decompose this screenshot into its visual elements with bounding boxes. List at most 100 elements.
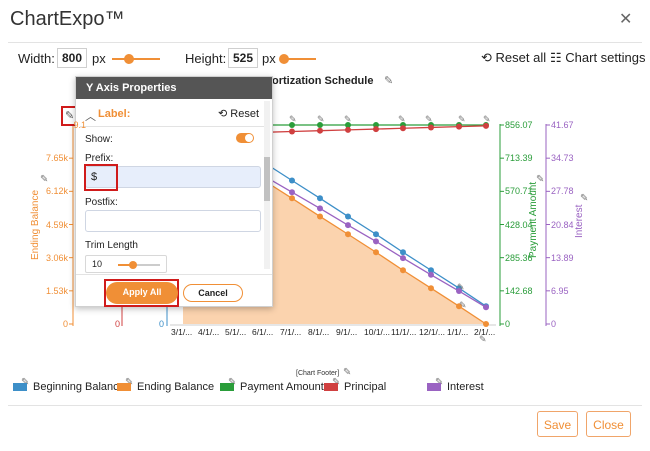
beginning-balance-point — [428, 267, 434, 274]
prefix-input-highlight[interactable]: $ — [84, 164, 118, 191]
trim-length-label: Trim Length — [85, 240, 138, 251]
edit-series-icon[interactable]: ✎ — [317, 114, 325, 124]
ending-balance-point — [373, 249, 379, 256]
edit-series-icon[interactable]: ✎ — [458, 114, 466, 124]
panel-reset-button[interactable]: ⟲ Reset — [218, 107, 259, 120]
interest-axis-tick: 34.73 — [551, 153, 574, 164]
chart-title: ortization Schedule — [272, 75, 374, 87]
x-axis-tick: 8/1/... — [308, 327, 330, 337]
left-axis-tick: 0 — [62, 319, 68, 329]
chart-settings-button[interactable]: ☷ Chart settings — [550, 50, 645, 66]
edit-series-icon[interactable]: ✎ — [398, 114, 406, 124]
height-slider[interactable] — [280, 58, 316, 60]
chart-footer[interactable]: [Chart Footer] — [296, 370, 340, 377]
prefix-value: $ — [91, 171, 98, 183]
label-section-title[interactable]: Label: — [98, 108, 131, 120]
width-slider-knob[interactable] — [123, 54, 134, 64]
payment-amount-point — [289, 122, 295, 128]
trim-slider-knob[interactable] — [129, 261, 137, 269]
height-label: Height: — [185, 51, 227, 66]
save-button[interactable]: Save — [537, 411, 578, 437]
payment-axis-tick: 428.04 — [505, 219, 533, 230]
payment-axis-tick: 713.39 — [505, 153, 533, 164]
divider — [8, 42, 642, 43]
interest-axis-tick: 20.84 — [551, 219, 574, 230]
edit-series-icon[interactable]: ✎ — [289, 114, 297, 124]
toggle-knob — [245, 134, 253, 142]
principal-point — [317, 127, 323, 134]
edit-legend-icon[interactable]: ✎ — [332, 377, 340, 388]
scrollbar-thumb[interactable] — [264, 157, 270, 201]
trim-length-control[interactable]: 10 — [85, 255, 167, 273]
close-icon[interactable]: ✕ — [619, 11, 633, 28]
edit-legend-icon[interactable]: ✎ — [228, 377, 236, 388]
legend-label: Payment Amount — [240, 381, 324, 393]
reset-all-button[interactable]: ⟲ Reset all — [481, 50, 546, 66]
pencil-icon: ✎ — [65, 110, 75, 122]
edit-footer-icon[interactable]: ✎ — [343, 367, 352, 378]
trim-slider-track[interactable] — [118, 264, 160, 266]
width-label: Width: — [18, 51, 55, 66]
legend-swatch — [220, 383, 234, 391]
edit-payment-axis-title-icon[interactable]: ✎ — [536, 174, 545, 185]
left-axis-tick: 3.06k — [45, 252, 68, 263]
chevron-up-icon[interactable]: ︿ — [85, 111, 96, 123]
height-slider-knob[interactable] — [279, 54, 290, 64]
edit-series-icon[interactable]: ✎ — [344, 114, 352, 124]
divider — [8, 405, 642, 406]
edit-series-icon[interactable]: ✎ — [459, 300, 467, 310]
app-title: ChartExpo™ — [10, 8, 125, 30]
principal-point — [400, 125, 406, 132]
postfix-label: Postfix: — [85, 197, 118, 208]
edit-series-icon[interactable]: ✎ — [425, 114, 433, 124]
trim-length-value: 10 — [92, 259, 103, 269]
payment-amount-point — [317, 122, 323, 128]
interest-axis-tick: 27.78 — [551, 186, 574, 197]
x-axis-tick: 4/1/... — [198, 327, 220, 337]
principal-point — [345, 126, 351, 133]
edit-series-icon[interactable]: ✎ — [483, 114, 491, 124]
edit-legend-icon[interactable]: ✎ — [125, 377, 133, 388]
beginning-balance-point — [373, 231, 379, 238]
edit-series-icon[interactable]: ✎ — [457, 282, 465, 292]
left-axis-tick: 4.59k — [45, 219, 68, 230]
ending-balance-point — [317, 213, 323, 220]
legend-swatch — [324, 383, 338, 391]
panel-scrollbar[interactable] — [264, 101, 270, 269]
interest-point — [345, 222, 351, 229]
width-slider[interactable] — [112, 58, 160, 60]
edit-legend-icon[interactable]: ✎ — [21, 377, 29, 388]
edit-series-icon[interactable]: ✎ — [479, 334, 487, 344]
width-input[interactable]: 800 — [57, 48, 87, 68]
height-input[interactable]: 525 — [228, 48, 258, 68]
edit-interest-axis-title-icon[interactable]: ✎ — [580, 193, 589, 204]
edit-left-axis-title-icon[interactable]: ✎ — [40, 174, 49, 185]
cancel-button[interactable]: Cancel — [183, 284, 243, 302]
principal-point — [428, 124, 434, 131]
edit-legend-icon[interactable]: ✎ — [435, 377, 443, 388]
edit-title-icon[interactable]: ✎ — [384, 75, 394, 87]
beginning-balance-point — [289, 177, 295, 184]
left-axis-tick: 7.65k — [45, 153, 68, 164]
interest-point — [428, 271, 434, 278]
reset-icon: ⟲ — [218, 108, 228, 120]
interest-point — [317, 205, 323, 212]
ending-balance-point — [456, 303, 462, 310]
x-axis-tick: 10/1/... — [364, 327, 390, 337]
interest-point — [400, 255, 406, 262]
panel-reset-label: Reset — [230, 108, 260, 120]
postfix-input[interactable] — [85, 210, 261, 232]
principal-point — [373, 126, 379, 133]
chart-settings-label: Chart settings — [565, 50, 646, 65]
principal-point — [289, 128, 295, 135]
x-axis-tick: 7/1/... — [280, 327, 302, 337]
apply-all-highlight[interactable]: Apply All — [104, 279, 179, 307]
interest-point — [456, 288, 462, 295]
legend-swatch — [13, 383, 27, 391]
x-axis-tick: 5/1/... — [225, 327, 247, 337]
close-button[interactable]: Close — [586, 411, 631, 437]
show-toggle[interactable] — [236, 133, 254, 143]
apply-all-button[interactable]: Apply All — [106, 282, 178, 304]
payment-axis-tick: 570.71 — [505, 186, 533, 197]
interest-axis-tick: 6.95 — [551, 285, 569, 296]
